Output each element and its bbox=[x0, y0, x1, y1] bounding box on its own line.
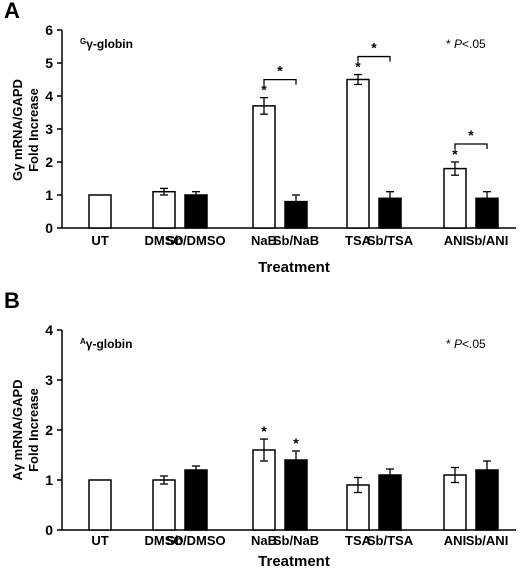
panel-a-bar-ut bbox=[88, 194, 112, 229]
panel-b-bar-ani bbox=[443, 474, 467, 531]
panel-a-letter: A bbox=[4, 0, 20, 23]
panel-a-category-label: UT bbox=[91, 233, 108, 248]
panel-b-category-label: Sb/NaB bbox=[273, 533, 319, 548]
panel-b-x-axis-label: Treatment bbox=[258, 553, 330, 570]
panel-a-bracket-star: * bbox=[468, 127, 474, 143]
panel-a-bar-nab bbox=[252, 105, 276, 229]
panel-a-significance-star: * bbox=[355, 59, 361, 75]
panel-a-bracket-star: * bbox=[371, 40, 377, 56]
panel-b-bar-nab bbox=[252, 449, 276, 531]
panel-a-category-label: TSA bbox=[345, 233, 372, 248]
panel-b-category-label: Sb/DMSO bbox=[166, 533, 225, 548]
panel-a-y-tick-label: 4 bbox=[45, 88, 53, 104]
panel-b-bar-sb-dmso bbox=[184, 469, 208, 531]
panel-a-category-label: Sb/NaB bbox=[273, 233, 319, 248]
panel-a-y-tick-label: 1 bbox=[45, 187, 53, 203]
panel-b-y-axis-label: Aγ mRNA/GAPD Fold Increase bbox=[10, 379, 41, 480]
svg-text:Aγ mRNA/GAPD: Aγ mRNA/GAPD bbox=[10, 379, 25, 480]
panel-a-y-tick-label: 6 bbox=[45, 22, 53, 38]
svg-text:Fold Increase: Fold Increase bbox=[26, 88, 41, 172]
panel-b-y-tick-label: 1 bbox=[45, 472, 53, 488]
panel-b-significance-note: * P<.05 bbox=[446, 337, 486, 351]
panel-b-category-label: ANI bbox=[444, 533, 466, 548]
panel-a-y-tick-label: 3 bbox=[45, 121, 53, 137]
panel-a-bar-sb-dmso bbox=[184, 194, 208, 229]
panel-a-category-label: DMSO bbox=[145, 233, 184, 248]
panel-a-significance-note: * P<.05 bbox=[446, 37, 486, 51]
panel-a-inset-sup: G bbox=[80, 37, 86, 46]
svg-text:Fold Increase: Fold Increase bbox=[26, 388, 41, 472]
panel-b-letter: B bbox=[4, 288, 20, 313]
panel-b-category-label: Sb/ANI bbox=[466, 533, 509, 548]
panel-b-bar-sb-nab bbox=[284, 459, 308, 531]
panel-b-category-label: UT bbox=[91, 533, 108, 548]
panel-a-category-label: ANI bbox=[444, 233, 466, 248]
panel-b-bar-sb-tsa bbox=[378, 474, 402, 531]
panel-a-y-tick-label: 5 bbox=[45, 55, 53, 71]
panel-b-y-tick-label: 4 bbox=[45, 322, 53, 338]
panel-a-significance-star: * bbox=[261, 82, 267, 98]
svg-text:Gγ mRNA/GAPD: Gγ mRNA/GAPD bbox=[10, 79, 25, 181]
panel-a-comparison-bracket bbox=[263, 79, 297, 85]
panel-a-inset-label: Gγ-globin bbox=[80, 37, 133, 51]
panel-a-y-tick-label: 2 bbox=[45, 154, 53, 170]
panel-a-x-axis-label: Treatment bbox=[258, 259, 330, 276]
panel-a-category-label: Sb/DMSO bbox=[166, 233, 225, 248]
panel-b-significance-star: * bbox=[261, 423, 267, 439]
panel-a-category-label: Sb/ANI bbox=[466, 233, 509, 248]
panel-b-inset-main: γ-globin bbox=[86, 337, 133, 351]
panel-a-bar-dmso bbox=[152, 190, 176, 229]
panel-a-comparison-bracket bbox=[454, 143, 488, 149]
panel-a-y-axis-label: Gγ mRNA/GAPD Fold Increase bbox=[10, 79, 41, 181]
panel-b-category-label: TSA bbox=[345, 533, 372, 548]
panel-b-inset-sup: A bbox=[80, 337, 86, 346]
panel-a-bar-ani bbox=[443, 167, 467, 229]
panel-b-y-tick-label: 3 bbox=[45, 372, 53, 388]
panel-b-y-tick-label: 2 bbox=[45, 422, 53, 438]
panel-a-bar-tsa bbox=[346, 78, 370, 229]
panel-a-y-tick-label: 0 bbox=[45, 220, 53, 236]
panel-b-category-label: Sb/TSA bbox=[367, 533, 414, 548]
panel-a-significance-star: * bbox=[452, 146, 458, 162]
panel-b-category-label: NaB bbox=[251, 533, 277, 548]
panel-a-bracket-star: * bbox=[277, 63, 283, 79]
panel-b-category-label: DMSO bbox=[145, 533, 184, 548]
panel-b-bar-dmso bbox=[152, 479, 176, 531]
panel-a-category-label: NaB bbox=[251, 233, 277, 248]
panel-b-y-tick-label: 0 bbox=[45, 522, 53, 538]
panel-b-significance-star: * bbox=[293, 435, 299, 451]
panel-b-inset-label: Aγ-globin bbox=[80, 337, 132, 351]
panel-a-inset-main: γ-globin bbox=[86, 37, 133, 51]
panel-a-comparison-bracket bbox=[357, 55, 391, 62]
panel-b-bar-ut bbox=[88, 479, 112, 531]
panel-a-category-label: Sb/TSA bbox=[367, 233, 414, 248]
